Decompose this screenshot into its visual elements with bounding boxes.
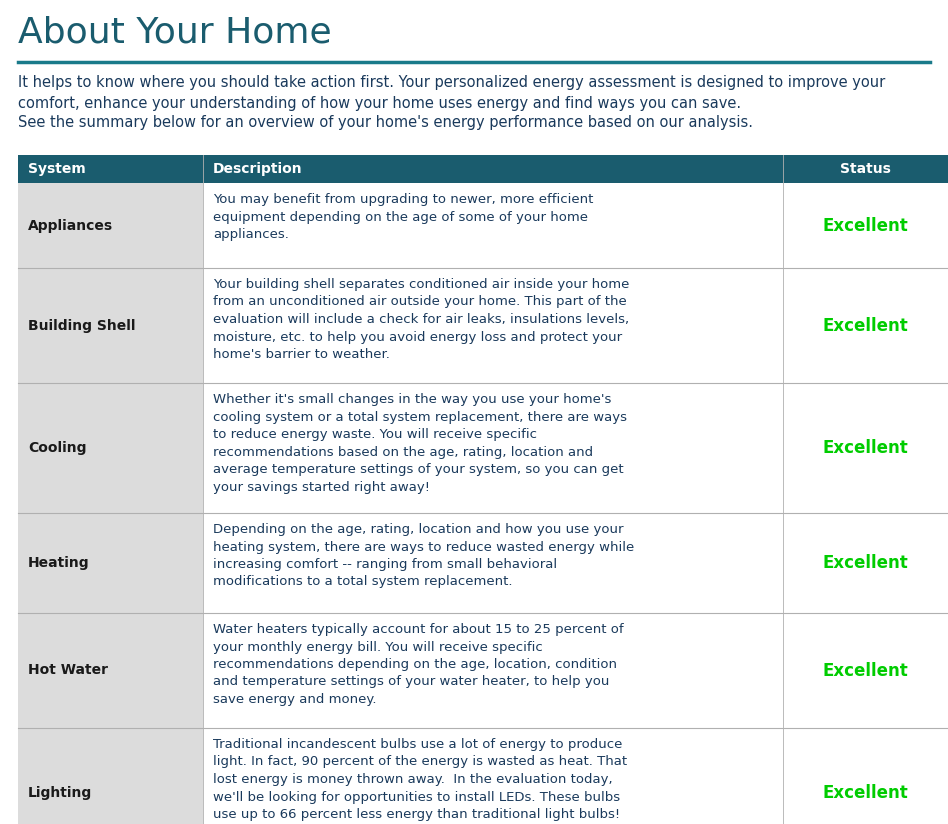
Bar <box>18 155 948 183</box>
Text: Depending on the age, rating, location and how you use your
heating system, ther: Depending on the age, rating, location a… <box>213 523 634 588</box>
Text: Water heaters typically account for about 15 to 25 percent of
your monthly energ: Water heaters typically account for abou… <box>213 623 624 706</box>
Bar <box>203 268 948 383</box>
Text: Whether it's small changes in the way you use your home's
cooling system or a to: Whether it's small changes in the way yo… <box>213 393 627 494</box>
Bar <box>203 183 948 268</box>
Text: Description: Description <box>213 162 302 176</box>
Text: Appliances: Appliances <box>28 218 113 232</box>
Text: System: System <box>28 162 85 176</box>
Bar <box>203 728 948 824</box>
Text: Building Shell: Building Shell <box>28 319 136 333</box>
Bar <box>18 383 203 513</box>
Text: Cooling: Cooling <box>28 441 86 455</box>
Text: Your building shell separates conditioned air inside your home
from an unconditi: Your building shell separates conditione… <box>213 278 629 361</box>
Bar <box>18 183 203 268</box>
Bar <box>203 613 948 728</box>
Text: Excellent: Excellent <box>823 554 908 572</box>
Text: Excellent: Excellent <box>823 662 908 680</box>
Text: Hot Water: Hot Water <box>28 663 108 677</box>
Text: Excellent: Excellent <box>823 439 908 457</box>
Text: See the summary below for an overview of your home's energy performance based on: See the summary below for an overview of… <box>18 115 753 130</box>
Text: Excellent: Excellent <box>823 316 908 335</box>
Bar <box>18 268 203 383</box>
Text: Heating: Heating <box>28 556 90 570</box>
Bar <box>18 513 203 613</box>
Text: About Your Home: About Your Home <box>18 15 332 49</box>
Bar <box>203 383 948 513</box>
Text: Status: Status <box>840 162 891 176</box>
Text: You may benefit from upgrading to newer, more efficient
equipment depending on t: You may benefit from upgrading to newer,… <box>213 193 593 241</box>
Bar <box>18 728 203 824</box>
Bar <box>18 613 203 728</box>
Text: Excellent: Excellent <box>823 217 908 235</box>
Text: Lighting: Lighting <box>28 786 92 800</box>
Text: Traditional incandescent bulbs use a lot of energy to produce
light. In fact, 90: Traditional incandescent bulbs use a lot… <box>213 738 628 821</box>
Text: It helps to know where you should take action first. Your personalized energy as: It helps to know where you should take a… <box>18 75 885 111</box>
Bar <box>203 513 948 613</box>
Text: Excellent: Excellent <box>823 784 908 802</box>
